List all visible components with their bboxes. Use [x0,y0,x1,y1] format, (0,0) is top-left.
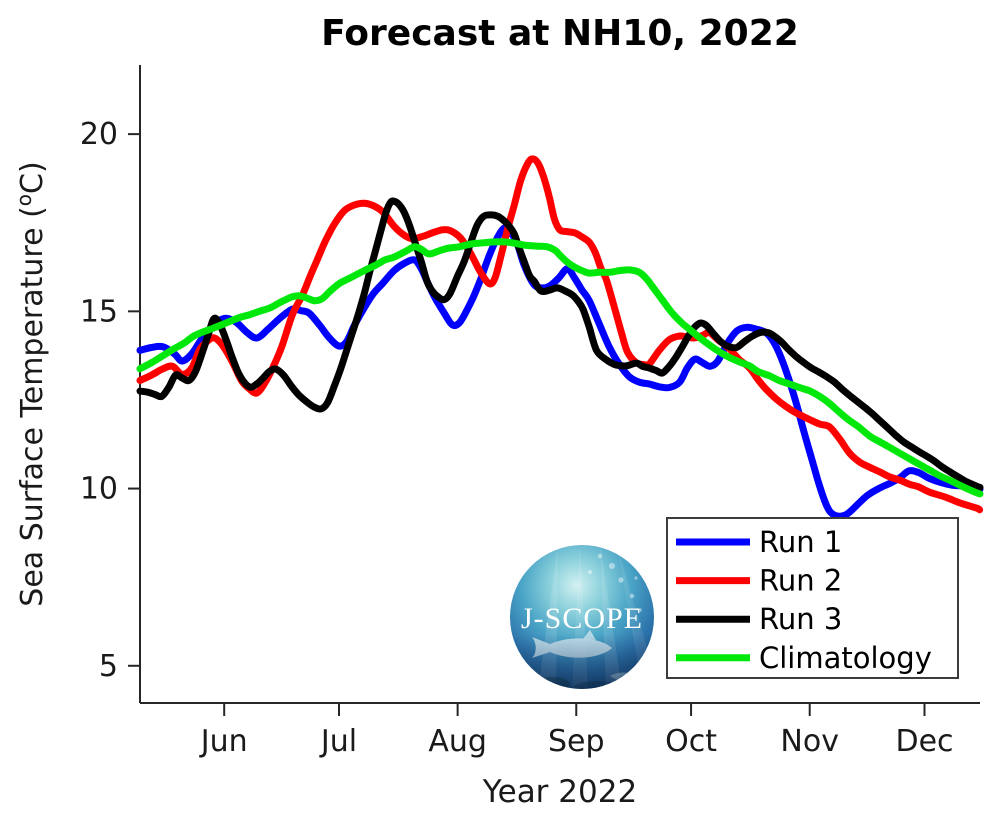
x-tick-label: Dec [895,724,953,759]
x-tick-label: Jul [319,724,357,759]
logo-depth-overlay [510,545,654,689]
chart-title: Forecast at NH10, 2022 [321,13,799,54]
legend-item-run-2: Run 2 [676,564,842,598]
jscope-logo: J-SCOPE [510,545,654,689]
legend-item-run-1: Run 1 [676,525,842,559]
x-axis-label: Year 2022 [482,774,637,810]
series-line-run-3 [136,197,984,491]
bubble-icon [606,546,610,550]
y-tick-label: 10 [80,472,118,507]
x-tick-label: Oct [665,724,717,759]
series-line-climatology [136,238,984,498]
legend-item-label: Run 3 [759,602,842,636]
x-tick-label: Jun [199,724,248,759]
y-tick-label: 20 [80,117,118,152]
series-line-run-2 [136,155,984,514]
series-lines [136,155,984,520]
y-axis-label: Sea Surface Temperature (oC) [12,161,50,606]
x-tick-label: Aug [428,724,487,759]
legend-item-label: Run 1 [759,525,842,559]
legend-item-label: Climatology [759,641,932,675]
y-tick-label: 15 [80,294,118,329]
x-tick-label: Sep [548,724,605,759]
legend-item-climatology: Climatology [676,641,932,675]
legend-item-label: Run 2 [759,564,842,598]
x-tick-label: Nov [780,724,839,759]
legend-item-run-3: Run 3 [676,602,842,636]
axes: 5 10 15 20 Jun Jul Aug Sep Oct Nov Dec [80,65,980,759]
y-tick-label: 5 [99,649,118,684]
legend: Run 1 Run 2 Run 3 Climatology [666,517,959,679]
bubble-icon [625,555,629,559]
logo-text: J-SCOPE [521,602,643,635]
series-line-run-1 [136,224,984,520]
